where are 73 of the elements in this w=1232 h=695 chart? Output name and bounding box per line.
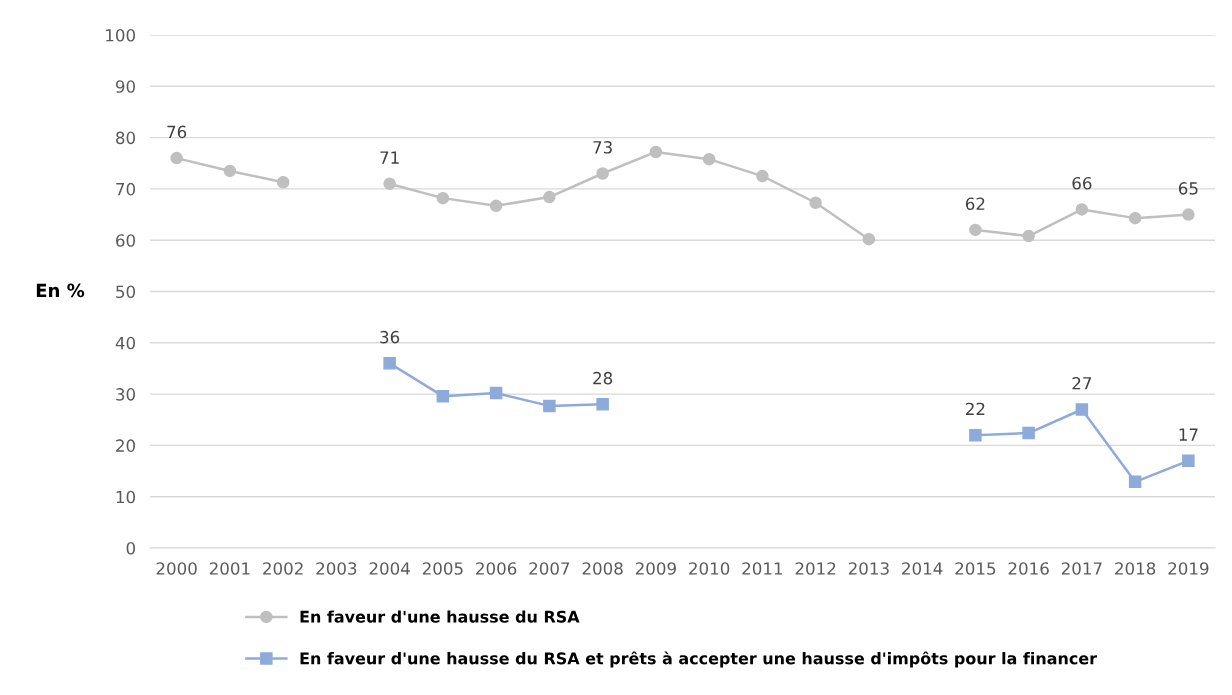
x-tick-label: 2004: [369, 562, 410, 575]
point: [383, 177, 396, 191]
data-label: 66: [1072, 176, 1092, 190]
point: [1128, 211, 1142, 225]
point: [276, 175, 290, 189]
y-tick-label: 90: [115, 80, 135, 93]
y-tick-label: 70: [116, 182, 135, 196]
y-tick-label: 10: [116, 490, 135, 504]
point: [170, 151, 183, 165]
point: [436, 191, 450, 205]
point: [436, 389, 450, 403]
data-label: 22: [965, 402, 985, 416]
x-tick-label: 2018: [1115, 562, 1156, 575]
x-tick-label: 2001: [209, 562, 250, 575]
y-tick-label: 30: [116, 388, 135, 401]
data-label: 62: [965, 197, 985, 211]
point: [1182, 454, 1195, 468]
x-tick-label: 2002: [263, 562, 303, 575]
y-tick-label: 80: [116, 131, 135, 145]
point: [649, 145, 663, 159]
x-tick-label: 2007: [529, 562, 570, 575]
point: [969, 428, 982, 442]
data-label: 71: [380, 151, 399, 164]
point: [809, 196, 822, 210]
y-tick-label: 60: [116, 234, 135, 247]
data-label: 73: [593, 141, 612, 154]
point: [223, 164, 237, 178]
x-tick-label: 2016: [1008, 562, 1049, 575]
point: [756, 169, 769, 183]
y-tick-label: 100: [106, 28, 135, 42]
x-tick-label: 2005: [422, 562, 463, 575]
y-tick-label: 50: [116, 285, 135, 299]
point: [596, 398, 609, 411]
y-tick-label: 0: [126, 541, 135, 555]
data-label: 17: [1179, 428, 1198, 441]
legend-label: En faveur d'une hausse du RSA et prêts à accepter une hausse d'impôts pour la financer: [300, 651, 1097, 668]
x-tick-label: 2014: [902, 562, 943, 575]
point: [489, 199, 503, 213]
x-tick-label: 2019: [1168, 562, 1209, 575]
data-label: 65: [1178, 182, 1198, 195]
x-tick-label: 2015: [955, 562, 996, 575]
data-label: 36: [380, 330, 400, 344]
x-tick-label: 2003: [316, 562, 357, 575]
point: [489, 386, 503, 400]
point: [862, 232, 876, 246]
y-tick-label: 20: [116, 439, 135, 452]
x-tick-label: 2011: [742, 562, 783, 575]
point: [702, 152, 716, 166]
point: [969, 223, 982, 237]
x-tick-label: 2008: [582, 562, 623, 575]
point: [596, 167, 609, 180]
data-label: 76: [167, 125, 187, 139]
legend-label: En faveur d'une hausse du RSA: [300, 610, 580, 623]
point: [1182, 208, 1195, 221]
point: [1022, 426, 1035, 440]
x-tick-label: 2017: [1061, 562, 1102, 575]
point: [1128, 475, 1142, 489]
x-tick-label: 2012: [795, 562, 836, 575]
x-tick-label: 2010: [689, 562, 730, 575]
point: [543, 190, 556, 204]
point: [1022, 229, 1035, 243]
x-tick-label: 2006: [476, 562, 517, 575]
point: [383, 357, 396, 370]
point: [1075, 203, 1089, 216]
x-tick-label: 2009: [635, 562, 676, 575]
y-axis-title: En %: [36, 283, 85, 298]
data-label: 27: [1072, 376, 1092, 390]
y-tick-label: 40: [115, 336, 135, 350]
x-tick-label: 2013: [848, 562, 889, 575]
x-tick-label: 2000: [156, 562, 197, 575]
point: [543, 399, 556, 413]
data-label: 28: [593, 371, 613, 385]
point: [1075, 403, 1089, 416]
